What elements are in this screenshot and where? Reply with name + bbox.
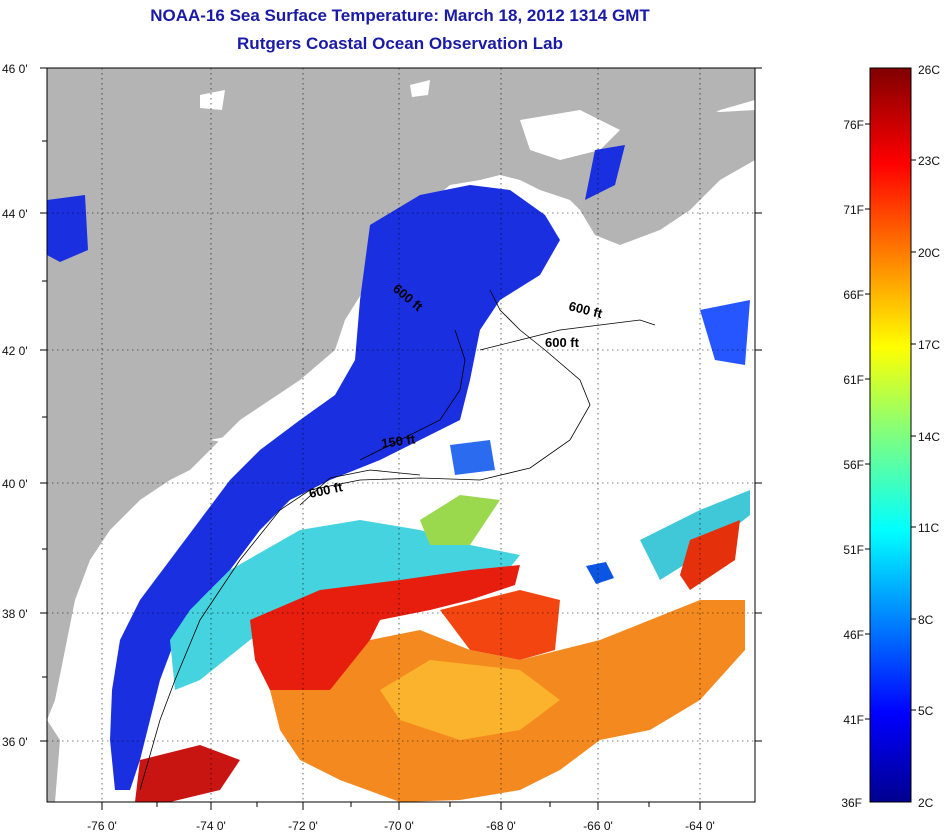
lon-label: -66 0' bbox=[583, 819, 613, 833]
sst-slope-water bbox=[170, 520, 520, 690]
colorbar-celsius-label: 8C bbox=[918, 613, 934, 627]
colorbar-celsius-label: 2C bbox=[918, 796, 934, 810]
lon-label: -70 0' bbox=[384, 819, 414, 833]
lat-label: 42 0' bbox=[2, 344, 28, 358]
colorbar-celsius-label: 23C bbox=[918, 154, 940, 168]
map-frame bbox=[46, 67, 756, 803]
nova-scotia bbox=[580, 110, 755, 245]
colorbar-fahrenheit-label: 66F bbox=[843, 288, 864, 302]
map-subtitle: Rutgers Coastal Ocean Observation Lab bbox=[237, 34, 563, 53]
colorbar-celsius-label: 20C bbox=[918, 246, 940, 260]
map-area: 600 ft 600 ft 600 ft 150 ft 600 ft bbox=[47, 68, 755, 802]
colorbar: 26C 23C 20C 17C 14C 11C 8C 5C 2C 76F 71F… bbox=[841, 63, 940, 810]
colorbar-fahrenheit-label: 56F bbox=[843, 458, 864, 472]
colorbar-fahrenheit-label: 51F bbox=[843, 543, 864, 557]
colorbar-fahrenheit-label: 71F bbox=[843, 203, 864, 217]
land-mass bbox=[47, 68, 755, 720]
lon-label: -68 0' bbox=[486, 819, 516, 833]
sst-cold-water bbox=[110, 185, 560, 790]
lon-label: -76 0' bbox=[87, 819, 117, 833]
colorbar-celsius-label: 5C bbox=[918, 704, 934, 718]
colorbar-fahrenheit-label: 46F bbox=[843, 628, 864, 642]
isobath-label: 600 ft bbox=[545, 335, 580, 350]
colorbar-celsius-label: 11C bbox=[918, 521, 939, 535]
graticule bbox=[47, 68, 755, 802]
colorbar-fahrenheit-label: 76F bbox=[843, 118, 864, 132]
isobath-lines bbox=[139, 289, 656, 791]
lon-label: -72 0' bbox=[288, 819, 318, 833]
colorbar-fahrenheit-label: 41F bbox=[843, 713, 864, 727]
colorbar-fahrenheit-label: 36F bbox=[841, 796, 862, 810]
colorbar-celsius-label: 17C bbox=[918, 338, 940, 352]
isobath-label: 150 ft bbox=[380, 431, 416, 451]
map-title: NOAA-16 Sea Surface Temperature: March 1… bbox=[150, 6, 650, 25]
axis-ticks bbox=[40, 67, 762, 810]
lat-label: 40 0' bbox=[2, 477, 28, 491]
lon-label: -74 0' bbox=[196, 819, 226, 833]
sst-gulf-stream bbox=[250, 565, 520, 690]
lat-label: 44 0' bbox=[2, 207, 28, 221]
colorbar-celsius-label: 14C bbox=[918, 430, 940, 444]
colorbar-fahrenheit-label: 61F bbox=[843, 373, 864, 387]
lat-label: 46 0' bbox=[2, 62, 28, 76]
colorbar-gradient bbox=[869, 67, 912, 803]
lat-label: 36 0' bbox=[2, 735, 28, 749]
colorbar-celsius-label: 26C bbox=[918, 63, 940, 77]
lon-label: -64 0' bbox=[685, 819, 715, 833]
isobath-label: 600 ft bbox=[308, 479, 345, 501]
lat-label: 38 0' bbox=[2, 607, 28, 621]
